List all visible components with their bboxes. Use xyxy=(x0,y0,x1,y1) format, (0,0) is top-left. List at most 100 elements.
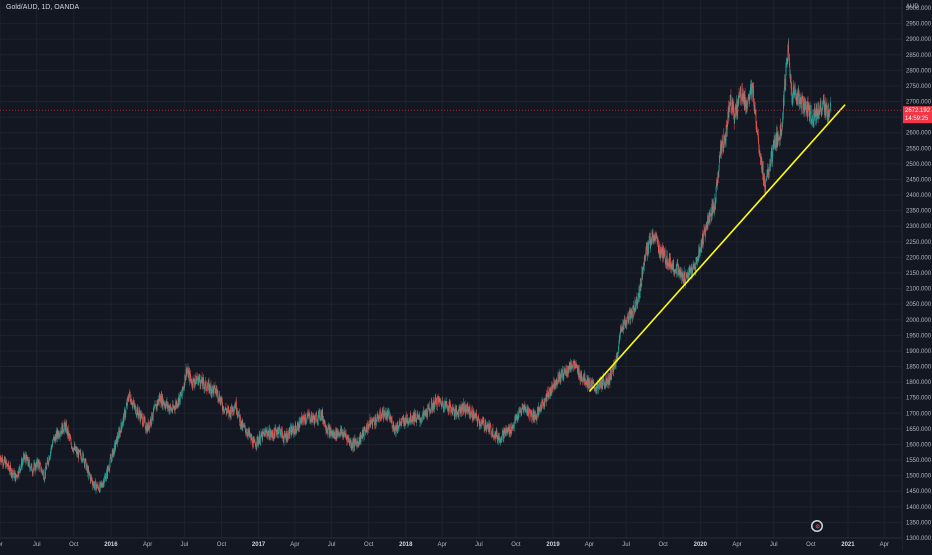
time-tick-label: 2020 xyxy=(694,542,708,548)
candle-body xyxy=(562,370,563,377)
price-tick-label: 2300.000 xyxy=(906,224,932,230)
candle-body xyxy=(585,374,586,384)
price-tick-label: 2900.000 xyxy=(906,37,932,43)
candle-body xyxy=(207,388,208,391)
price-tick-label: 2750.000 xyxy=(906,84,932,90)
candle-body xyxy=(239,410,240,414)
price-tick-label: 1650.000 xyxy=(906,427,932,433)
candle-body xyxy=(485,423,486,429)
price-axis-ticks: 1300.0001350.0001400.0001450.0001500.000… xyxy=(906,6,932,542)
price-tick-label: 2200.000 xyxy=(906,255,932,261)
price-tick-label: 2150.000 xyxy=(906,271,932,277)
candle-body xyxy=(154,408,155,409)
candle-body xyxy=(416,419,417,423)
candle-body xyxy=(106,472,107,478)
price-tick-label: 1450.000 xyxy=(906,489,932,495)
candle-body xyxy=(307,417,308,421)
candle-body xyxy=(830,103,831,107)
candle-body xyxy=(422,416,423,421)
trendline-layer[interactable] xyxy=(589,105,845,392)
candle-body xyxy=(784,89,785,104)
time-tick-label: 2017 xyxy=(252,542,266,548)
time-tick-label: Jul xyxy=(770,542,778,548)
candle-body xyxy=(357,441,358,447)
candle-body xyxy=(335,432,336,438)
candle-body xyxy=(392,420,393,428)
time-tick-label: Apr xyxy=(585,542,594,548)
time-tick-label: Jul xyxy=(622,542,630,548)
candle-body xyxy=(720,154,721,157)
candle-body xyxy=(745,95,746,103)
price-tick-label: 1400.000 xyxy=(906,505,932,511)
candle-body xyxy=(353,442,354,448)
time-tick-label: Oct xyxy=(511,542,521,548)
candle-body xyxy=(624,320,625,330)
time-tick-label: Oct xyxy=(806,542,816,548)
candle-body xyxy=(444,404,445,409)
candle-body xyxy=(727,118,728,123)
price-tick-label: 1750.000 xyxy=(906,396,932,402)
price-tick-label: 2700.000 xyxy=(906,100,932,106)
candle-body xyxy=(811,109,812,120)
candle-body xyxy=(288,432,289,438)
last-price-value: 2672.192 xyxy=(905,108,931,114)
trendline[interactable] xyxy=(589,105,845,392)
candle-body xyxy=(437,398,438,406)
price-tick-label: 2100.000 xyxy=(906,287,932,293)
time-tick-label: 2016 xyxy=(104,542,118,548)
candle-body xyxy=(303,419,304,423)
candle-body xyxy=(385,410,386,412)
price-tick-label: 1950.000 xyxy=(906,333,932,339)
time-tick-label: Jul xyxy=(328,542,336,548)
candle-body xyxy=(812,119,813,124)
candle-body xyxy=(651,236,652,241)
tradingview-logo-icon[interactable]: ⚙ xyxy=(811,520,823,532)
time-tick-label: Apr xyxy=(437,542,446,548)
candle-body xyxy=(218,399,219,400)
candle-body xyxy=(514,422,515,427)
candle-body xyxy=(436,398,437,405)
candle-body xyxy=(447,404,448,407)
candle-body xyxy=(618,350,619,353)
candle-body xyxy=(191,378,192,379)
price-tick-label: 2400.000 xyxy=(906,193,932,199)
candle-body xyxy=(646,249,647,255)
time-tick-label: Jul xyxy=(181,542,189,548)
price-tick-label: 2950.000 xyxy=(906,22,932,28)
bar-countdown: 14:59:25 xyxy=(905,116,929,122)
price-tick-label: 2800.000 xyxy=(906,68,932,74)
candle-body xyxy=(629,319,630,322)
candle-body xyxy=(88,469,89,472)
candle-body xyxy=(809,105,810,119)
candle-body xyxy=(537,411,538,417)
candle-body xyxy=(304,417,305,421)
candle-body xyxy=(775,138,776,146)
time-axis-bg[interactable] xyxy=(0,538,902,550)
candle-body xyxy=(234,408,235,411)
candle-body xyxy=(243,424,244,425)
grid-lines xyxy=(0,0,902,538)
candle-body xyxy=(372,421,373,426)
candle-body xyxy=(656,234,657,238)
candle-body xyxy=(753,87,754,103)
candle-body xyxy=(39,463,40,468)
candle-body xyxy=(126,408,127,414)
candlestick-series xyxy=(0,38,831,494)
price-tick-label: 2850.000 xyxy=(906,53,932,59)
price-tick-label: 2500.000 xyxy=(906,162,932,168)
price-tick-label: 2550.000 xyxy=(906,146,932,152)
candle-body xyxy=(298,423,299,430)
time-tick-label: Oct xyxy=(69,542,79,548)
time-tick-label: Apr xyxy=(732,542,741,548)
candle-body xyxy=(625,322,626,325)
candle-body xyxy=(558,375,559,380)
candle-body xyxy=(121,423,122,426)
price-tick-label: 2250.000 xyxy=(906,240,932,246)
candle-body xyxy=(493,428,494,437)
candle-body xyxy=(421,419,422,420)
candle-body xyxy=(788,46,789,54)
price-tick-label: 2600.000 xyxy=(906,131,932,137)
candle-body xyxy=(545,398,546,403)
